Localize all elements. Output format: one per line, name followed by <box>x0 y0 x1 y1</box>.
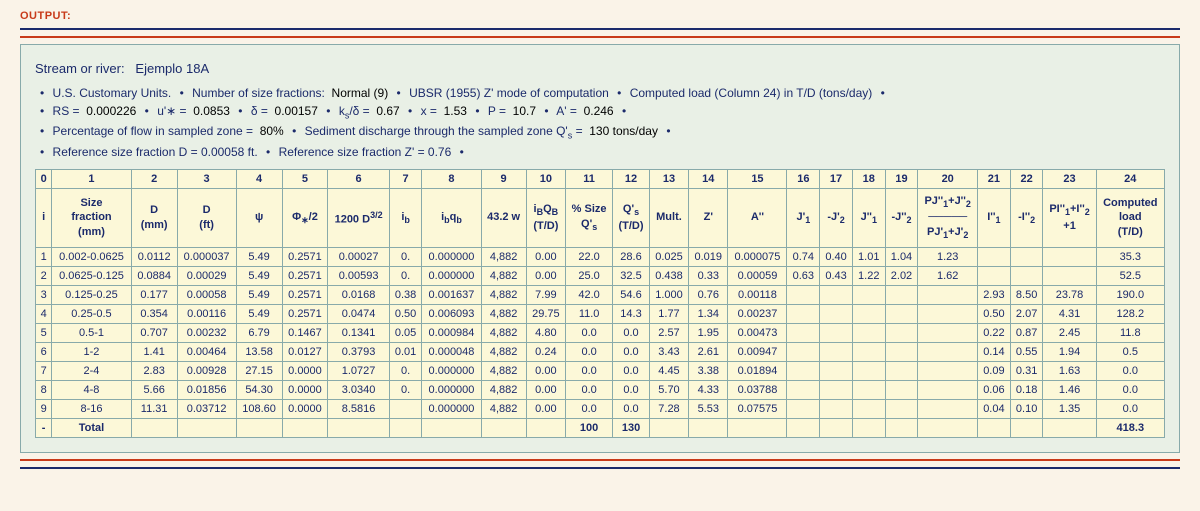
bottom-rule-2 <box>20 467 1180 469</box>
parameters-block: • U.S. Customary Units. • Number of size… <box>35 86 1165 159</box>
top-rule-2 <box>20 36 1180 38</box>
stream-name: Ejemplo 18A <box>135 61 209 76</box>
stream-line: Stream or river: Ejemplo 18A <box>35 61 1165 76</box>
results-panel: Stream or river: Ejemplo 18A • U.S. Cust… <box>20 44 1180 453</box>
top-rule-1 <box>20 28 1180 30</box>
output-label: OUTPUT: <box>20 10 1180 22</box>
results-table: 0123456789101112131415161718192021222324… <box>35 169 1165 438</box>
stream-label: Stream or river: <box>35 61 125 76</box>
bottom-rule-1 <box>20 459 1180 461</box>
